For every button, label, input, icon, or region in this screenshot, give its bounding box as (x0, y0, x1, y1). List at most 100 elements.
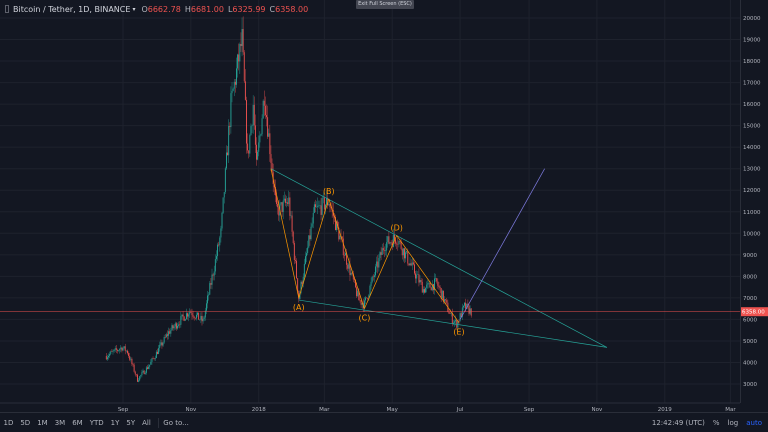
candle (437, 278, 439, 289)
candle (257, 150, 259, 161)
candle (106, 354, 108, 361)
range-1m[interactable]: 1M (37, 418, 48, 427)
price-tick-label: 20000 (743, 16, 761, 22)
candle (462, 305, 464, 311)
candle (173, 324, 175, 331)
range-1d[interactable]: 1D (3, 418, 14, 427)
candle (365, 296, 366, 304)
candle (424, 286, 425, 294)
candle (160, 339, 162, 347)
candle (120, 345, 122, 353)
range-all[interactable]: All (142, 418, 151, 427)
range-5d[interactable]: 5D (20, 418, 31, 427)
chart-legend: Bitcoin / Tether, 1D, BINANCE ▾ O6662.78… (0, 0, 740, 18)
wave-label: (B) (323, 187, 335, 196)
candle (370, 277, 372, 290)
candle (428, 280, 430, 289)
range-3m[interactable]: 3M (54, 418, 66, 427)
candle (263, 90, 265, 117)
candle (306, 248, 308, 263)
projection-arrow-line (459, 168, 545, 320)
range-6m[interactable]: 6M (72, 418, 83, 427)
candle (158, 344, 160, 355)
candle (182, 311, 184, 321)
candle (442, 290, 444, 304)
percent-scale-toggle[interactable]: % (712, 418, 720, 427)
candle (381, 243, 383, 255)
collapse-icon[interactable] (5, 5, 9, 13)
price-tick-label: 18000 (743, 59, 761, 65)
candle (149, 364, 151, 370)
candle (159, 341, 161, 352)
candle (308, 235, 310, 249)
time-tick-label: 2019 (658, 407, 672, 412)
candle (118, 349, 119, 352)
candle (261, 114, 263, 137)
candle (357, 288, 359, 297)
candle (382, 242, 384, 255)
candle (153, 357, 155, 361)
candle (395, 238, 397, 247)
range-5y[interactable]: 5Y (126, 418, 136, 427)
price-tick-label: 4000 (743, 360, 757, 366)
candle (318, 200, 320, 208)
candle (303, 258, 305, 280)
log-scale-toggle[interactable]: log (727, 418, 739, 427)
candle (188, 312, 190, 322)
range-ytd[interactable]: YTD (89, 418, 104, 427)
chart-canvas[interactable]: (A) (B) (C) (D) (E) 3000 4000 5000 6000 7000 8000… (0, 0, 768, 412)
candle (244, 69, 246, 101)
ohlc-high: H6681.00 (184, 4, 224, 14)
ohlc-values: O6662.78 H6681.00 L6325.99 C6358.00 (141, 5, 308, 14)
candle (174, 321, 176, 330)
candle (290, 210, 292, 219)
candle (434, 273, 435, 295)
candle (404, 247, 405, 264)
candle (351, 271, 353, 276)
candle (240, 32, 242, 52)
price-tick-label: 11000 (743, 210, 761, 216)
candle (127, 349, 128, 355)
candle (414, 261, 415, 276)
candle (211, 268, 213, 290)
candle (122, 346, 124, 352)
candle (266, 104, 267, 127)
price-tick-label: 5000 (743, 339, 757, 345)
candle (369, 284, 371, 297)
candle (283, 191, 285, 203)
symbol-title[interactable]: Bitcoin / Tether, 1D, BINANCE (13, 4, 131, 14)
candle (288, 190, 290, 207)
candle (280, 201, 282, 206)
candle (143, 370, 145, 375)
candle (251, 124, 253, 134)
candle (345, 247, 346, 256)
candle (312, 207, 314, 229)
candle (292, 230, 294, 245)
candle (129, 352, 131, 362)
price-scale-panel[interactable] (740, 0, 768, 403)
candle (409, 257, 411, 267)
price-tick-label: 10000 (743, 231, 761, 237)
candle (301, 280, 303, 287)
chevron-down-icon[interactable]: ▾ (132, 5, 136, 13)
time-tick-label: May (387, 407, 399, 412)
candle (179, 321, 181, 329)
utc-clock[interactable]: 12:42:49 (UTC) (651, 418, 705, 427)
candle (352, 270, 354, 283)
range-1y[interactable]: 1Y (110, 418, 120, 427)
candle (389, 241, 391, 246)
candle (128, 351, 130, 358)
candle (361, 302, 363, 309)
candle (249, 133, 251, 157)
candle (435, 273, 437, 282)
wave-label: (A) (293, 303, 305, 312)
candle (358, 288, 360, 301)
candle (291, 210, 293, 237)
go-to-button[interactable]: Go to... (163, 418, 189, 427)
candle (410, 259, 412, 267)
auto-scale-toggle[interactable]: auto (746, 418, 762, 427)
candle (151, 357, 153, 365)
candle (130, 356, 132, 362)
candle (455, 315, 457, 326)
candle (253, 96, 255, 130)
